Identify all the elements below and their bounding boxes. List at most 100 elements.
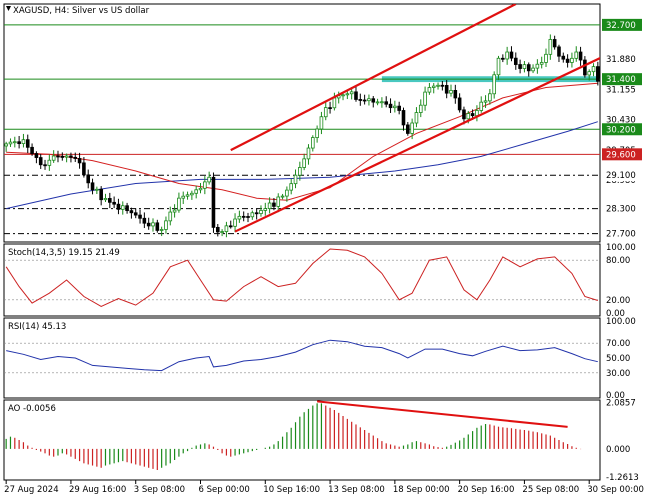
candle [453,84,458,104]
rsi-label: RSI(14) 45.13 [8,322,66,332]
candle-body [272,202,276,207]
candle-body [177,197,181,211]
candle-body [25,139,30,148]
candle [310,135,315,152]
candle-body [95,188,99,191]
candle [254,208,259,220]
candle [414,107,419,128]
candle-body [423,91,427,106]
candle-body [470,113,475,117]
candle [215,223,220,237]
candle [418,99,423,118]
candle-body [427,87,432,93]
time-axis-label: 25 Sep 08:00 [522,485,579,495]
candle [34,151,39,164]
rsi-panel-frame [3,317,601,399]
candle [112,196,116,209]
candle [177,192,181,213]
candle-body [535,63,540,69]
candle-body [483,100,488,103]
candle [388,98,393,113]
candle-body [578,51,583,61]
candle [483,95,488,108]
candle-body [259,210,263,215]
candle [397,101,401,115]
candle-body [565,58,570,63]
candle-body [406,124,410,134]
candle [220,229,224,237]
candle-body [146,222,151,227]
candle [207,171,211,185]
candle-body [47,159,52,166]
candle-body [159,229,164,231]
candle-body [302,158,306,168]
candle [367,94,371,106]
candle-body [414,112,419,124]
candle [518,59,522,74]
time-axis-label: 13 Sep 08:00 [328,485,385,495]
candle [159,226,164,237]
candle-body [488,93,492,102]
price-tag-32.700 [602,18,642,31]
rsi-axis-label: 0.00 [606,391,625,401]
candle [293,169,298,189]
time-axis-label: 27 Aug 2024 [4,485,58,495]
candle-body [518,64,522,69]
candle [535,59,540,74]
price-tag-label: 28.300 [606,205,636,215]
candle [25,134,30,154]
candle-body [462,109,466,120]
candle [561,52,566,63]
candle-body [505,51,509,60]
candle-body [17,141,21,145]
candle-body [125,205,129,212]
candle-body [531,67,535,72]
candle [522,61,527,73]
candle-body [211,176,216,228]
candle-body [56,155,60,158]
candle-body [332,97,337,109]
stoch-line [5,248,598,307]
candle-body [142,217,147,224]
price-tag-label: 27.700 [606,230,636,240]
candle-body [513,57,518,65]
candle [570,52,574,68]
ao-panel-frame [3,399,601,481]
candle-body [496,57,501,76]
candle-body [323,107,328,118]
candle [345,90,350,100]
candle [531,64,535,74]
candle-body [203,181,207,189]
candle [548,34,553,60]
time-axis-label: 30 Sep 00:00 [587,485,644,495]
candle-body [69,155,73,158]
candle-body [181,195,186,199]
channel-lower-line [234,56,600,233]
stoch-axis-label: 100.00 [606,243,636,253]
candle-body [548,39,553,55]
candle-body [457,97,462,111]
candle [73,152,78,162]
candle-body [138,214,142,219]
candle-body [349,91,354,95]
candle-body [479,101,484,111]
price-tag-label: 30.200 [606,125,636,135]
candle-body [354,91,358,100]
candle [596,61,600,86]
candle [319,111,324,135]
time-axis-label: 10 Sep 16:00 [263,485,320,495]
rsi-axis-label: 100.00 [606,317,636,327]
candle [138,209,142,224]
stoch-axis-label: 0.00 [606,309,625,319]
candle-body [73,156,78,159]
candle-body [596,66,600,82]
dropdown-triangle-icon [6,6,11,11]
candle-body [345,93,350,96]
candle [410,118,414,140]
candle [375,98,380,106]
candle-body [522,64,527,69]
candle [103,193,108,202]
candle [108,192,112,209]
